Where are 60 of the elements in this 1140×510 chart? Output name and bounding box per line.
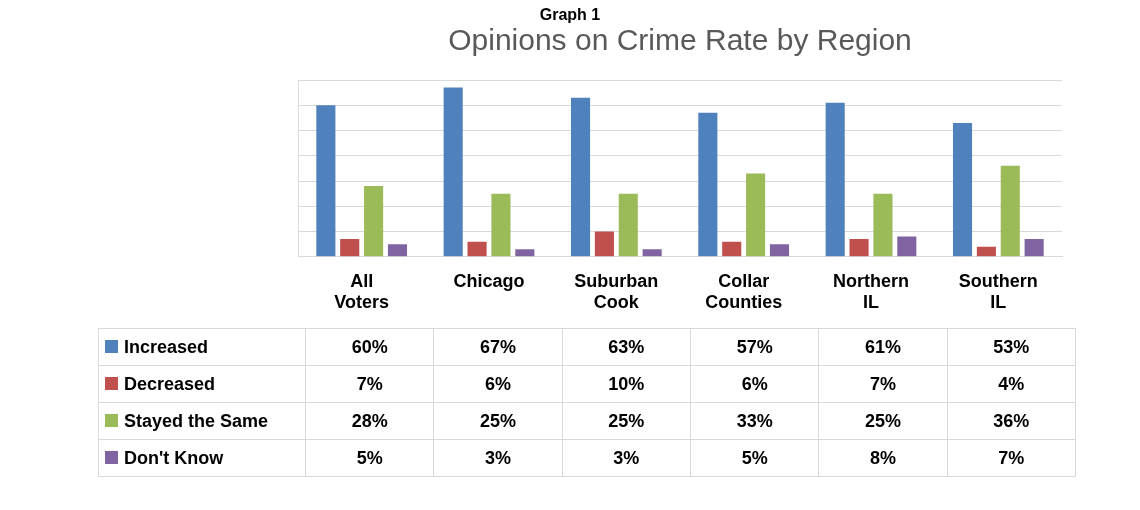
data-label: 36%: [947, 402, 1076, 440]
data-label: 3%: [433, 439, 563, 477]
bar: [722, 241, 742, 257]
bar: [467, 241, 487, 257]
data-label: 10%: [562, 365, 691, 403]
data-label: 7%: [818, 365, 948, 403]
data-label: 5%: [690, 439, 819, 477]
legend-label: Don't Know: [124, 447, 224, 468]
data-label: 33%: [690, 402, 819, 440]
bar: [952, 122, 973, 257]
bar: [618, 193, 638, 257]
chart-title: Opinions on Crime Rate by Region: [448, 23, 912, 57]
bar: [849, 239, 869, 257]
data-label: 6%: [433, 365, 563, 403]
data-label: 25%: [818, 402, 948, 440]
data-label: 63%: [562, 328, 691, 366]
data-label: 60%: [305, 328, 434, 366]
data-label: 25%: [433, 402, 563, 440]
data-label: 53%: [947, 328, 1076, 366]
bar: [976, 246, 996, 257]
caption: Graph 1: [539, 6, 601, 24]
data-label: 57%: [690, 328, 819, 366]
bar: [873, 193, 893, 257]
x-tick-label: Northern IL: [833, 270, 909, 313]
bar: [642, 249, 662, 257]
bar: [825, 102, 845, 257]
legend-label: Stayed the Same: [124, 410, 269, 431]
x-tick-label: Chicago: [453, 270, 525, 291]
bar: [1000, 165, 1020, 257]
bar: [364, 186, 384, 257]
legend-label: Increased: [124, 336, 209, 357]
bar: [698, 112, 718, 257]
bar: [491, 193, 511, 257]
data-label: 5%: [305, 439, 434, 477]
bar: [570, 97, 591, 257]
bar: [746, 173, 766, 257]
bar: [387, 244, 408, 257]
bar: [594, 231, 614, 257]
data-label: 28%: [305, 402, 434, 440]
bar: [769, 244, 790, 257]
data-label: 25%: [562, 402, 691, 440]
data-label: 61%: [818, 328, 948, 366]
legend-label: Decreased: [124, 373, 216, 394]
data-label: 7%: [305, 365, 434, 403]
bar: [1024, 239, 1044, 257]
bar: [515, 249, 535, 257]
x-tick-label: Southern IL: [958, 270, 1038, 313]
data-label: 4%: [947, 365, 1076, 403]
x-tick-label: All Voters: [334, 270, 390, 313]
bar: [443, 87, 463, 257]
x-tick-label: Collar Counties: [705, 270, 783, 313]
x-tick-label: Suburban Cook: [574, 270, 659, 313]
bar: [340, 239, 360, 257]
bar: [897, 236, 917, 257]
data-label: 7%: [947, 439, 1076, 477]
data-label: 6%: [690, 365, 819, 403]
bar: [316, 105, 336, 257]
data-label: 67%: [433, 328, 563, 366]
data-label: 3%: [562, 439, 691, 477]
data-label: 8%: [818, 439, 948, 477]
